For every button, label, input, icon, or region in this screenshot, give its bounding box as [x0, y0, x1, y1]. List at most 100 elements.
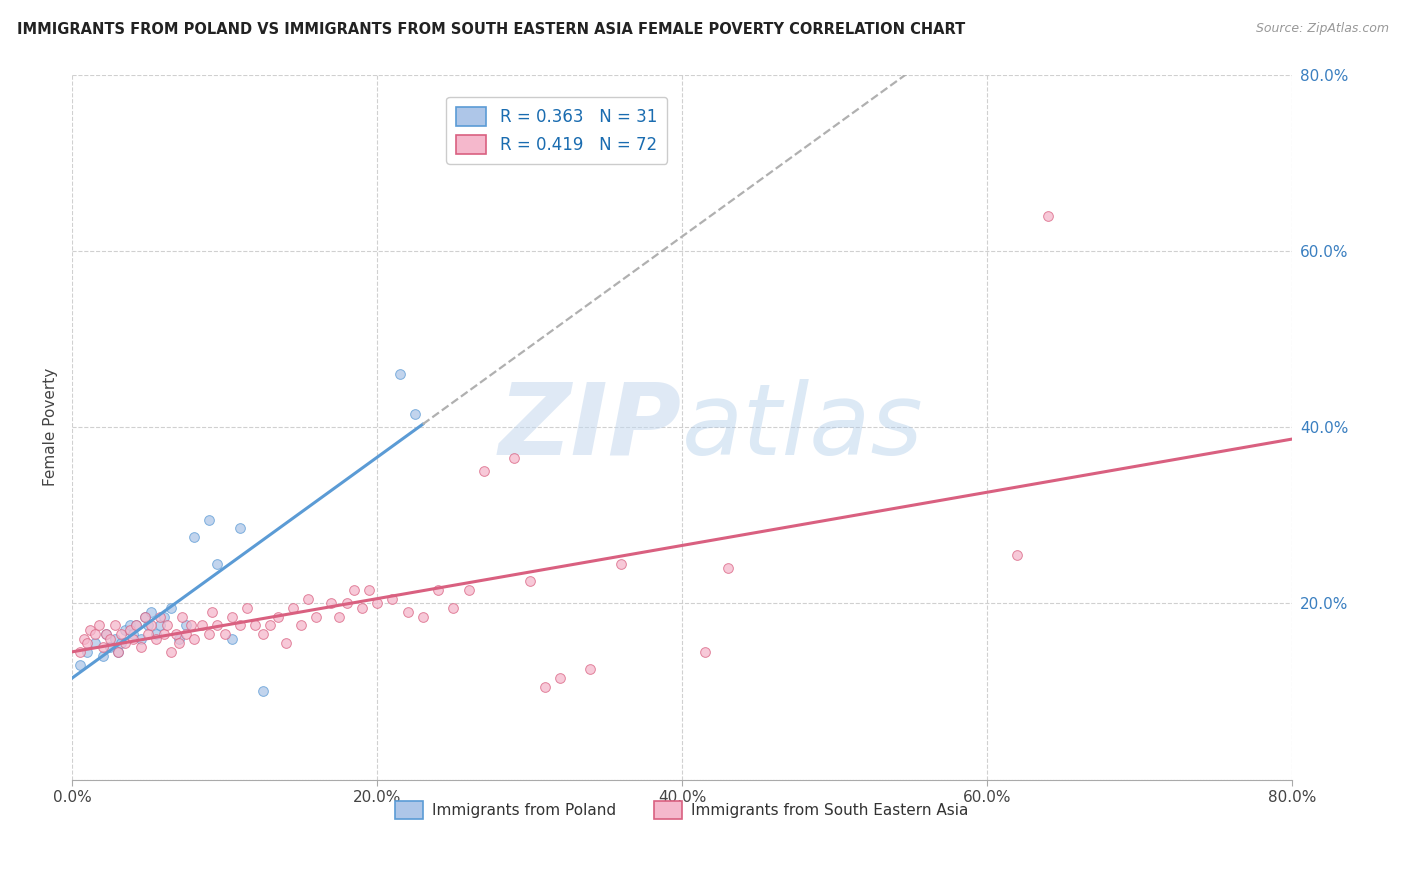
- Point: [76, 636, 98, 650]
- Point: [98, 632, 121, 646]
- Point: [69, 658, 91, 673]
- Point: [183, 632, 205, 646]
- Text: IMMIGRANTS FROM POLAND VS IMMIGRANTS FROM SOUTH EASTERN ASIA FEMALE POVERTY CORR: IMMIGRANTS FROM POLAND VS IMMIGRANTS FRO…: [17, 22, 965, 37]
- Point: [91, 649, 114, 664]
- Point: [343, 583, 366, 598]
- Point: [129, 640, 152, 655]
- Point: [170, 609, 193, 624]
- Point: [259, 618, 281, 632]
- Point: [610, 557, 633, 571]
- Point: [107, 645, 129, 659]
- Point: [160, 645, 183, 659]
- Point: [221, 632, 243, 646]
- Point: [125, 618, 148, 632]
- Point: [110, 636, 132, 650]
- Point: [533, 680, 555, 694]
- Point: [176, 618, 198, 632]
- Point: [76, 645, 98, 659]
- Point: [717, 561, 740, 575]
- Point: [412, 609, 434, 624]
- Point: [198, 513, 221, 527]
- Point: [83, 636, 105, 650]
- Point: [236, 600, 259, 615]
- Point: [104, 618, 127, 632]
- Point: [152, 627, 174, 641]
- Point: [134, 609, 156, 624]
- Point: [388, 367, 411, 381]
- Point: [129, 632, 152, 646]
- Point: [183, 530, 205, 544]
- Point: [118, 623, 141, 637]
- Point: [335, 596, 357, 610]
- Point: [519, 574, 541, 589]
- Point: [548, 671, 571, 685]
- Point: [579, 662, 602, 676]
- Point: [145, 627, 167, 641]
- Point: [167, 636, 190, 650]
- Point: [125, 618, 148, 632]
- Point: [73, 632, 96, 646]
- Point: [281, 600, 304, 615]
- Point: [205, 618, 228, 632]
- Point: [297, 591, 319, 606]
- Point: [359, 583, 381, 598]
- Point: [110, 627, 132, 641]
- Point: [122, 632, 145, 646]
- Point: [396, 605, 419, 619]
- Point: [114, 623, 136, 637]
- Point: [427, 583, 450, 598]
- Point: [221, 609, 243, 624]
- Point: [328, 609, 350, 624]
- Point: [441, 600, 464, 615]
- Point: [136, 627, 159, 641]
- Point: [141, 605, 163, 619]
- Point: [457, 583, 479, 598]
- Text: atlas: atlas: [682, 378, 924, 475]
- Point: [252, 684, 274, 698]
- Point: [165, 627, 187, 641]
- Point: [214, 627, 236, 641]
- Point: [149, 618, 172, 632]
- Point: [114, 636, 136, 650]
- Point: [366, 596, 388, 610]
- Point: [201, 605, 224, 619]
- Point: [205, 557, 228, 571]
- Point: [167, 632, 190, 646]
- Point: [305, 609, 328, 624]
- Point: [252, 627, 274, 641]
- Point: [1007, 548, 1029, 562]
- Point: [190, 618, 212, 632]
- Point: [141, 618, 163, 632]
- Point: [69, 645, 91, 659]
- Point: [472, 464, 495, 478]
- Point: [267, 609, 290, 624]
- Point: [198, 627, 221, 641]
- Point: [176, 627, 198, 641]
- Point: [160, 600, 183, 615]
- Point: [107, 645, 129, 659]
- Point: [274, 636, 297, 650]
- Point: [104, 632, 127, 646]
- Point: [350, 600, 373, 615]
- Point: [91, 640, 114, 655]
- Text: ZIP: ZIP: [499, 378, 682, 475]
- Point: [290, 618, 312, 632]
- Point: [134, 609, 156, 624]
- Point: [83, 627, 105, 641]
- Text: Source: ZipAtlas.com: Source: ZipAtlas.com: [1256, 22, 1389, 36]
- Point: [149, 609, 172, 624]
- Point: [79, 623, 101, 637]
- Point: [693, 645, 716, 659]
- Point: [98, 640, 121, 655]
- Y-axis label: Female Poverty: Female Poverty: [44, 368, 58, 486]
- Point: [243, 618, 266, 632]
- Point: [1036, 209, 1059, 223]
- Point: [118, 618, 141, 632]
- Point: [321, 596, 343, 610]
- Point: [381, 591, 404, 606]
- Legend: Immigrants from Poland, Immigrants from South Eastern Asia: Immigrants from Poland, Immigrants from …: [389, 795, 974, 825]
- Point: [94, 627, 117, 641]
- Point: [94, 627, 117, 641]
- Point: [155, 618, 177, 632]
- Point: [180, 618, 202, 632]
